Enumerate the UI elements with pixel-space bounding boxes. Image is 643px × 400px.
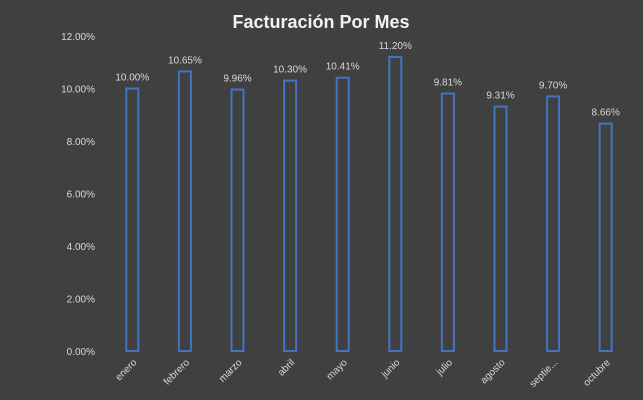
x-tick-label: mayo (325, 357, 350, 382)
y-tick-label: 2.00% (67, 295, 95, 306)
y-tick-label: 12.00% (61, 32, 95, 43)
y-tick-label: 4.00% (67, 242, 95, 253)
y-tick-label: 0.00% (67, 347, 95, 358)
y-axis: 0.00% 2.00% 4.00% 6.00% 8.00% 10.00% 12.00% (61, 32, 95, 358)
data-label: 10.00% (115, 73, 149, 84)
data-label: 10.30% (273, 65, 307, 76)
x-tick-label: octubre (581, 357, 613, 389)
x-tick-label: enero (114, 357, 140, 383)
x-tick-label: abril (276, 357, 297, 378)
x-tick-label: junio (379, 357, 403, 381)
data-label: 11.20% (379, 41, 412, 52)
bar-octubre (598, 122, 613, 352)
data-label: 9.81% (434, 77, 462, 88)
bar-febrero (177, 70, 192, 352)
data-label: 8.66% (592, 108, 620, 119)
bars (125, 56, 613, 353)
y-tick-label: 8.00% (67, 137, 95, 148)
data-label: 9.31% (486, 91, 514, 102)
bar-agosto (493, 105, 508, 352)
data-label: 9.96% (223, 74, 251, 85)
x-tick-label: julio (434, 357, 455, 378)
data-label: 10.41% (326, 62, 360, 73)
chart-title: Facturación Por Mes (232, 12, 409, 32)
x-axis: enero febrero marzo abril mayo junio julio agos… (114, 357, 614, 390)
data-labels: 10.00% 10.65% 9.96% 10.30% 10.41% 11.20% 9.81%… (115, 41, 620, 119)
bar-abril (283, 79, 298, 352)
x-tick-label: agosto (479, 357, 508, 386)
y-tick-label: 6.00% (67, 190, 95, 201)
data-label: 9.70% (539, 80, 567, 91)
x-tick-label: marzo (217, 357, 245, 385)
bar-junio (388, 56, 403, 352)
data-label: 10.65% (168, 55, 202, 66)
y-tick-label: 10.00% (61, 85, 95, 96)
x-tick-label: septie... (528, 357, 561, 390)
x-tick-label: febrero (162, 357, 192, 387)
bar-enero (125, 87, 140, 352)
bar-marzo (230, 88, 245, 353)
bar-septie (546, 95, 561, 352)
bar-mayo (335, 76, 350, 353)
bar-julio (440, 92, 455, 353)
